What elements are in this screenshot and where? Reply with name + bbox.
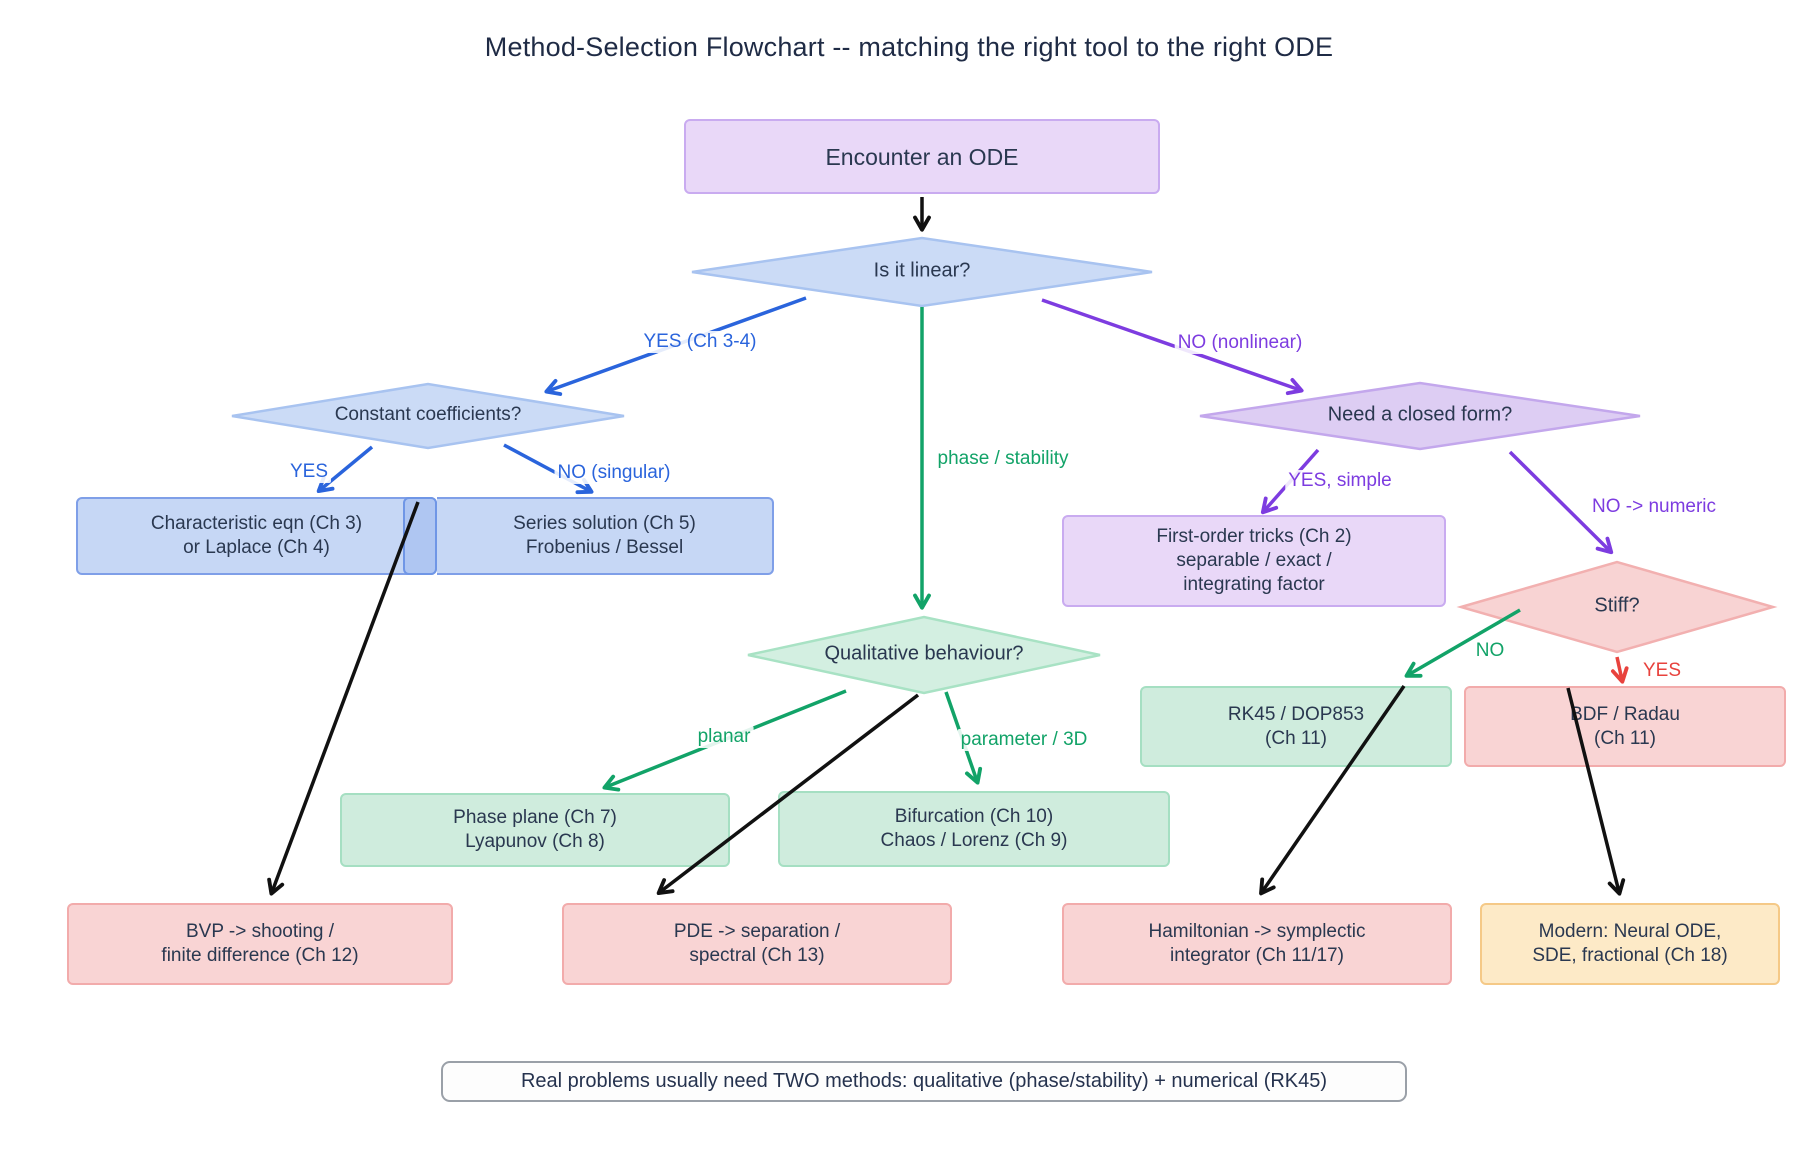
edge-label-no-numeric: NO -> numeric [1588, 496, 1720, 518]
edge-label-phase-stability: phase / stability [934, 448, 1072, 470]
node-characteristic-eqn: Characteristic eqn (Ch 3) or Laplace (Ch… [76, 497, 437, 575]
diamond-stiff [1456, 560, 1778, 654]
edge-label-yes-simple: YES, simple [1285, 470, 1395, 492]
edge-label-planar: planar [694, 726, 754, 748]
node-first-order-tricks: First-order tricks (Ch 2) separable / ex… [1062, 515, 1446, 607]
diamond-is-linear [691, 236, 1153, 308]
edge-linear-no-nonlinear [1041, 298, 1304, 396]
edge-to-modern [1566, 687, 1626, 896]
node-modern: Modern: Neural ODE, SDE, fractional (Ch … [1480, 903, 1780, 985]
label-qualitative-behaviour: Qualitative behaviour? [824, 642, 1024, 665]
diamond-need-closed-form [1199, 381, 1641, 451]
footnote-text: Real problems usually need TWO methods: … [520, 1070, 1328, 1092]
node-series-solution: Series solution (Ch 5) Frobenius / Besse… [437, 497, 774, 575]
label-need-closed-form: Need a closed form? [1327, 403, 1513, 426]
edge-label-yes-ch34: YES (Ch 3-4) [640, 331, 760, 353]
node-hamiltonian: Hamiltonian -> symplectic integrator (Ch… [1062, 903, 1452, 985]
node-bifurcation: Bifurcation (Ch 10) Chaos / Lorenz (Ch 9… [778, 791, 1170, 867]
edge-stiff-yes [1611, 656, 1629, 684]
edge-label-yes-cc: YES [286, 461, 332, 483]
node-pde: PDE -> separation / spectral (Ch 13) [562, 903, 952, 985]
page-title: Method-Selection Flowchart -- matching t… [484, 32, 1334, 62]
edge-to-bvp [267, 501, 420, 896]
node-rk45: RK45 / DOP853 (Ch 11) [1140, 686, 1452, 767]
edge-closed-no-numeric [1508, 450, 1614, 555]
edge-label-yes-stiff: YES [1639, 660, 1685, 682]
node-bdf-radau: BDF / Radau (Ch 11) [1464, 686, 1786, 767]
label-constant-coefficients: Constant coefficients? [334, 404, 522, 425]
edge-to-hamiltonian [1259, 685, 1406, 896]
edge-label-no-nonlinear: NO (nonlinear) [1174, 332, 1306, 354]
node-encounter-ode: Encounter an ODE [684, 119, 1160, 194]
diamond-qualitative-behaviour [747, 615, 1101, 695]
label-is-linear: Is it linear? [873, 259, 971, 282]
edge-label-no-singular: NO (singular) [554, 462, 674, 484]
edge-to-pde [656, 693, 920, 895]
label-stiff: Stiff? [1594, 594, 1640, 617]
footnote-box: Real problems usually need TWO methods: … [441, 1061, 1407, 1102]
edge-stiff-no [1404, 608, 1521, 678]
node-phase-plane: Phase plane (Ch 7) Lyapunov (Ch 8) [340, 793, 730, 867]
node-bvp: BVP -> shooting / finite difference (Ch … [67, 903, 453, 985]
diamond-constant-coefficients [231, 382, 625, 450]
edge-label-parameter-3d: parameter / 3D [957, 729, 1091, 751]
edge-label-no-stiff: NO [1472, 640, 1508, 662]
